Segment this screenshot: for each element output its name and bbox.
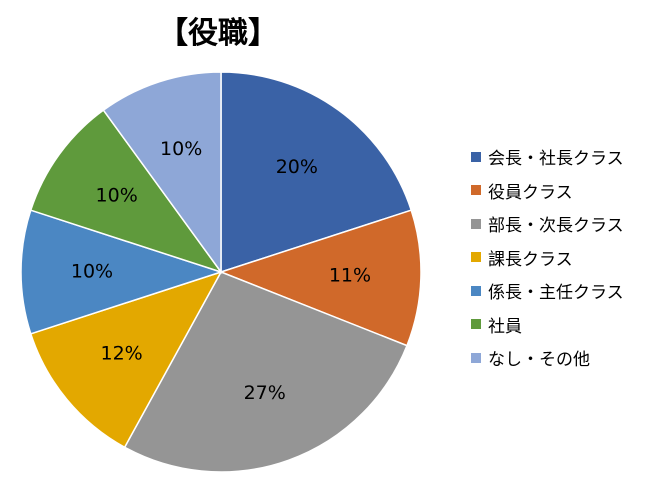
pie-slice xyxy=(220,71,413,274)
legend-swatch xyxy=(471,319,481,330)
legend-swatch xyxy=(471,285,481,296)
pie-slice xyxy=(102,71,222,275)
data-label: 11% xyxy=(329,265,371,287)
pie-slice xyxy=(20,209,224,335)
legend-swatch xyxy=(471,151,481,162)
legend-label: 課長クラス xyxy=(488,249,573,270)
data-label: 10% xyxy=(160,138,202,160)
legend-label: なし・その他 xyxy=(488,350,590,371)
chart-title: 【役職】 xyxy=(158,16,278,51)
legend-item: 係長・主任クラス xyxy=(471,274,624,308)
legend-item: 社員 xyxy=(471,308,624,342)
pie-slice xyxy=(29,270,223,449)
pie-slice xyxy=(29,109,223,274)
legend-swatch xyxy=(471,252,481,263)
legend-label: 役員クラス xyxy=(488,182,573,203)
legend-item: 部長・次長クラス xyxy=(471,207,624,241)
data-label: 10% xyxy=(96,185,138,207)
legend-label: 部長・次長クラス xyxy=(488,216,624,237)
data-label: 12% xyxy=(100,343,142,365)
legend: 会長・社長クラス 役員クラス部長・次長クラス 課長クラス係長・主任クラス 社員なし・そ… xyxy=(471,140,624,375)
legend-item: 役員クラス xyxy=(471,174,624,208)
legend-label: 社員 xyxy=(488,316,522,337)
legend-swatch xyxy=(471,218,481,229)
data-label: 20% xyxy=(276,156,318,178)
legend-label: 係長・主任クラス xyxy=(488,283,624,304)
pie-slice xyxy=(123,271,408,473)
legend-item: 会長・社長クラス xyxy=(471,140,624,174)
legend-item: 課長クラス xyxy=(471,241,624,275)
data-label: 27% xyxy=(244,382,286,404)
pie-slice xyxy=(218,209,422,347)
data-label: 10% xyxy=(71,261,113,283)
legend-label: 会長・社長クラス xyxy=(488,149,624,170)
legend-swatch xyxy=(471,352,481,363)
legend-item: なし・その他 xyxy=(471,341,624,375)
legend-swatch xyxy=(471,185,481,196)
